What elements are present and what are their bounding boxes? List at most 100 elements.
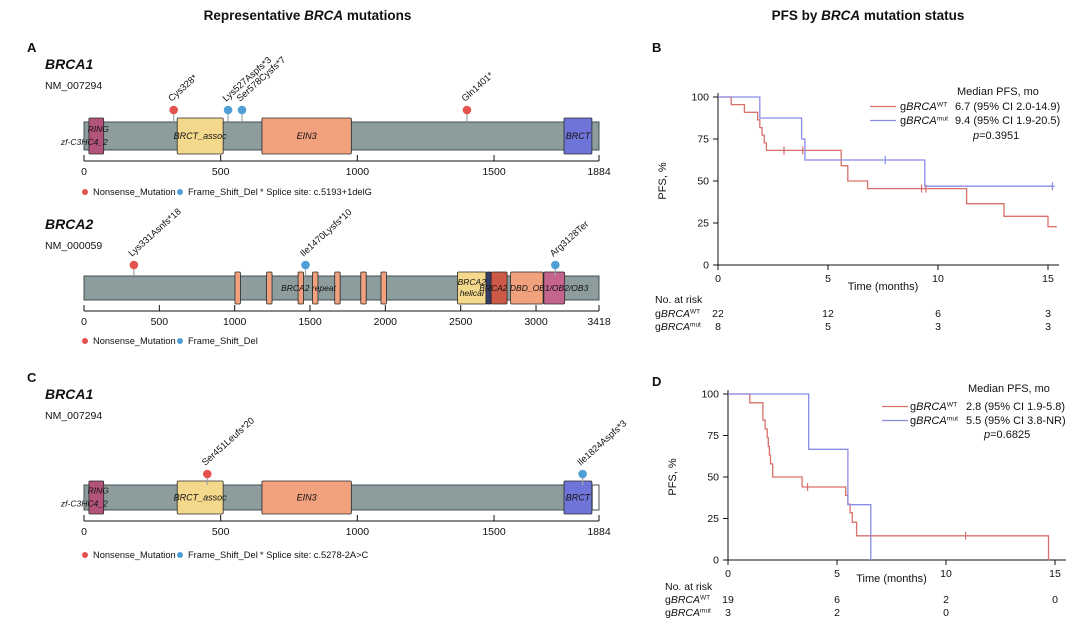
y-tick-label: 0: [713, 555, 719, 567]
domain-EIN3: [261, 117, 352, 155]
splice-note: * Splice site: c.5193+1delG: [260, 187, 372, 197]
domain-label: BRCA2 DBD_OB1/OB2/OB3: [479, 283, 588, 293]
domain-RING: [88, 480, 105, 515]
panel-label-b: B: [652, 40, 662, 55]
aa-tick-label: 500: [151, 316, 169, 328]
risk-row-label: gBRCAWT: [665, 594, 710, 606]
y-tick-label: 25: [707, 513, 719, 525]
y-tick-label: 50: [707, 472, 719, 484]
aa-tick-label: 0: [81, 526, 87, 538]
legend-dot: [177, 552, 183, 558]
domain-label: BRCA2: [458, 277, 487, 287]
mutation-dot: [301, 260, 310, 270]
domain-label: EIN3: [297, 131, 317, 141]
legend-dot: [82, 552, 88, 558]
mutation-label: Ile1470Lysfs*10: [298, 207, 354, 258]
domain-label: EIN3: [297, 493, 317, 503]
y-axis-label: PFS, %: [657, 162, 669, 200]
risk-count: 6: [834, 594, 840, 606]
brca1-lollipop-plot-a: BRCA1 NM_007294 RING zf-C3HC4_2 BRCT_assoc EI…: [45, 55, 611, 197]
legend-median: 2.8 (95% CI 1.9-5.8): [966, 401, 1065, 413]
x-tick-label: 10: [940, 568, 952, 580]
y-tick-label: 75: [707, 430, 719, 442]
risk-count: 3: [1045, 321, 1051, 333]
mutation-dot: [129, 260, 139, 270]
domain-BRCT_assoc: [176, 117, 224, 155]
mutation-label: Arg3128Ter: [548, 219, 590, 259]
risk-count: 3: [725, 607, 731, 619]
aa-tick-label: 1500: [482, 166, 506, 178]
aa-tick-label: 1000: [346, 526, 370, 538]
domain-label: RING: [88, 124, 110, 134]
x-tick-label: 5: [825, 273, 831, 285]
panel-label-d: D: [652, 374, 662, 389]
x-tick-label: 0: [725, 568, 731, 580]
mutation-label: Lys331Asnfs*18: [127, 206, 183, 258]
legend-label: Frame_Shift_Del: [188, 336, 258, 346]
legend-label: Nonsense_Mutation: [93, 187, 176, 197]
risk-row-label: gBRCAWT: [655, 308, 700, 320]
mutation-dot: [578, 469, 587, 479]
transcript-id: NM_007294: [45, 410, 102, 422]
domain-label: BRCA2 repeat: [281, 283, 336, 293]
aa-tick-label: 1884: [587, 166, 611, 178]
y-axis-label: PFS, %: [667, 458, 679, 496]
domain-BRCT: [563, 480, 593, 515]
x-tick-label: 5: [834, 568, 840, 580]
brca1-lollipop-plot-c: BRCA1 NM_007294 RING zf-C3HC4_2 BRCT_assoc EI…: [45, 386, 628, 560]
risk-count: 3: [935, 321, 941, 333]
risk-count: 12: [822, 308, 834, 320]
domain-RING: [88, 117, 105, 155]
legend-dot: [82, 189, 88, 195]
gene-name: BRCA1: [45, 56, 93, 72]
risk-count: 22: [712, 308, 724, 320]
legend-label: Frame_Shift_Del: [188, 550, 258, 560]
mutation-label: Gln1401*: [460, 70, 496, 104]
left-figure-title: Representative BRCA mutations: [203, 8, 412, 23]
legend-header: Median PFS, mo: [957, 86, 1039, 98]
domain-EIN3: [261, 480, 352, 515]
x-tick-label: 10: [932, 273, 944, 285]
domain-label: helical: [460, 288, 485, 298]
aa-tick-label: 1000: [223, 316, 247, 328]
legend-group-label: gBRCAmut: [900, 115, 948, 127]
domain-BRCA2-OB2: [510, 271, 544, 305]
legend-label: Nonsense_Mutation: [93, 336, 176, 346]
legend-dot: [177, 189, 183, 195]
y-tick-label: 75: [697, 134, 709, 146]
risk-count: 19: [722, 594, 734, 606]
aa-tick-label: 500: [212, 526, 230, 538]
transcript-id: NM_007294: [45, 80, 102, 92]
transcript-id: NM_000059: [45, 240, 102, 252]
domain-BRC-repeat-6: [360, 271, 367, 305]
p-value: p=0.6825: [983, 429, 1030, 441]
mutation-dot: [169, 105, 178, 115]
km-curve-mut: [728, 393, 872, 560]
mutation-dot: [202, 469, 212, 479]
aa-tick-label: 0: [81, 316, 87, 328]
risk-count: 5: [825, 321, 831, 333]
domain-BRC-repeat-3: [297, 271, 304, 305]
mutation-label: Ser451Leufs*20: [200, 415, 256, 467]
risk-count: 3: [1045, 308, 1051, 320]
y-tick-label: 50: [697, 176, 709, 188]
aa-tick-label: 2500: [449, 316, 473, 328]
legend-median: 9.4 (95% CI 1.9-20.5): [955, 115, 1060, 127]
mutation-dot: [462, 105, 472, 115]
y-tick-label: 0: [703, 260, 709, 272]
legend-label: Nonsense_Mutation: [93, 550, 176, 560]
domain-BRC-repeat-7: [380, 271, 387, 305]
risk-table-title: No. at risk: [655, 294, 703, 306]
aa-tick-label: 500: [212, 166, 230, 178]
domain-label: BRCT: [566, 131, 592, 141]
domain-label: RING: [88, 486, 110, 496]
legend-median: 6.7 (95% CI 2.0-14.9): [955, 101, 1060, 113]
mutation-dot: [223, 105, 233, 115]
gene-name: BRCA1: [45, 386, 93, 402]
domain-BRCA2-OB3: [543, 271, 566, 305]
km-curve-WT: [728, 393, 1050, 561]
aa-tick-label: 3000: [524, 316, 548, 328]
legend-group-label: gBRCAWT: [910, 401, 957, 413]
x-axis-label: Time (months): [856, 573, 927, 585]
aa-tick-label: 1500: [298, 316, 322, 328]
